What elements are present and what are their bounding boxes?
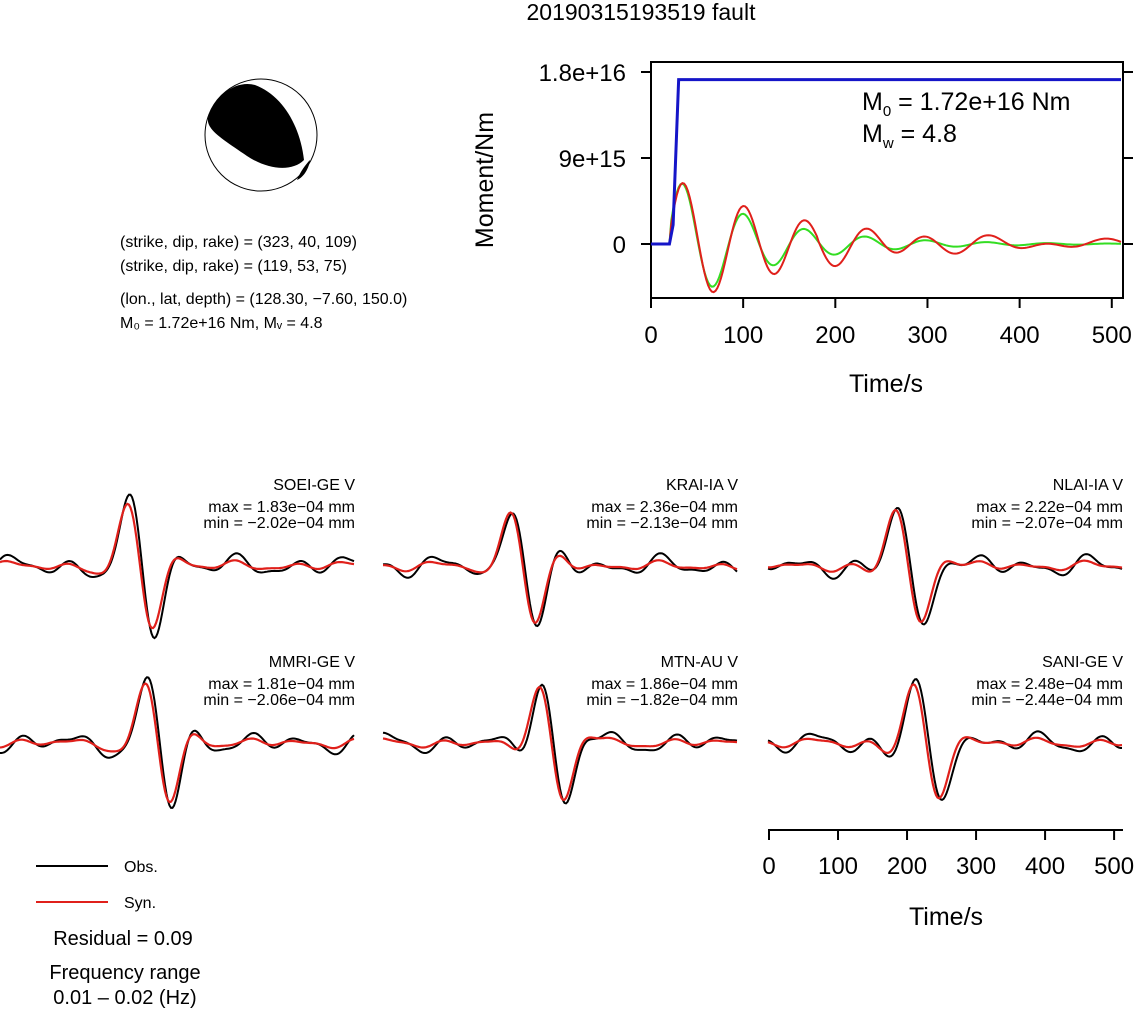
figure-title: 20190315193519 fault bbox=[527, 0, 757, 25]
station-min: min = −2.02e−04 mm bbox=[203, 515, 355, 532]
moment-xtick-label: 500 bbox=[1092, 322, 1132, 349]
moment-rate-red-line bbox=[651, 182, 1122, 294]
moment-panel: 1.8e+16 9e+15 0 0 100 200 300 400 500 Moment/Nm… bbox=[471, 60, 1133, 398]
moment-xtick-label: 400 bbox=[1000, 322, 1040, 349]
station-name: KRAI-IA V bbox=[666, 477, 738, 494]
observed-waveform bbox=[767, 506, 1123, 626]
synthetic-waveform bbox=[0, 502, 355, 630]
station-max: max = 2.48e−04 mm bbox=[976, 676, 1123, 693]
residual-text: Residual = 0.09 bbox=[53, 928, 193, 950]
waveform-xtick-label: 0 bbox=[762, 853, 775, 880]
station-name: NLAI-IA V bbox=[1053, 477, 1124, 494]
waveform-xlabel: Time/s bbox=[909, 903, 983, 931]
moment-xtick-label: 100 bbox=[723, 322, 763, 349]
beachball-compressional-quadrant bbox=[207, 83, 304, 168]
moment-x-ticks: 0 100 200 300 400 500 bbox=[644, 298, 1132, 349]
synthetic-waveform bbox=[768, 508, 1123, 624]
station-name: MTN-AU V bbox=[661, 654, 739, 671]
waveform-xtick-label: 400 bbox=[1025, 853, 1065, 880]
mw-annotation: Mw = 4.8 bbox=[862, 120, 957, 152]
cumulative-moment-line bbox=[651, 78, 1121, 246]
station-max: max = 1.83e−04 mm bbox=[208, 499, 355, 516]
station-name: SANI-GE V bbox=[1042, 654, 1123, 671]
observed-waveform bbox=[0, 676, 355, 809]
moment-magnitude-summary: M₀ = 1.72e+16 Nm, Mᵥ = 4.8 bbox=[120, 315, 323, 332]
moment-xtick-label: 300 bbox=[907, 322, 947, 349]
synthetic-waveform bbox=[767, 683, 1123, 800]
station-name: MMRI-GE V bbox=[269, 654, 356, 671]
station-min: min = −2.07e−04 mm bbox=[971, 515, 1123, 532]
station-max: max = 2.22e−04 mm bbox=[976, 499, 1123, 516]
synthetic-waveform bbox=[382, 686, 738, 801]
nodal-plane-2: (strike, dip, rake) = (119, 53, 75) bbox=[120, 258, 347, 275]
legend: Obs. Syn. Residual = 0.09 Frequency rang… bbox=[36, 859, 201, 1009]
waveform-xtick-label: 500 bbox=[1094, 853, 1134, 880]
moment-xtick-label: 200 bbox=[815, 322, 855, 349]
m0-annotation: M0 = 1.72e+16 Nm bbox=[862, 88, 1070, 120]
legend-syn-label: Syn. bbox=[124, 895, 156, 912]
nodal-plane-1: (strike, dip, rake) = (323, 40, 109) bbox=[120, 234, 357, 251]
station-min: min = −2.06e−04 mm bbox=[203, 692, 355, 709]
beachball-diagram bbox=[204, 78, 318, 192]
station-min: min = −2.44e−04 mm bbox=[971, 692, 1123, 709]
frequency-range-value: 0.01 – 0.02 (Hz) bbox=[53, 987, 196, 1009]
frequency-range-title: Frequency range bbox=[49, 962, 200, 984]
moment-xtick-label: 0 bbox=[644, 322, 657, 349]
mechanism-info: (strike, dip, rake) = (323, 40, 109) (st… bbox=[120, 234, 407, 332]
station-min: min = −2.13e−04 mm bbox=[586, 515, 738, 532]
synthetic-waveform bbox=[383, 511, 738, 624]
moment-ytick-label: 9e+15 bbox=[559, 146, 626, 173]
moment-rate-green-line bbox=[651, 182, 1122, 288]
moment-ytick-label: 1.8e+16 bbox=[539, 60, 626, 87]
station-name: SOEI-GE V bbox=[273, 477, 355, 494]
waveform-xtick-label: 200 bbox=[887, 853, 927, 880]
waveform-xtick-label: 100 bbox=[818, 853, 858, 880]
station-max: max = 1.86e−04 mm bbox=[591, 676, 738, 693]
observed-waveform bbox=[767, 678, 1122, 802]
station-min: min = −1.82e−04 mm bbox=[586, 692, 738, 709]
location-depth: (lon., lat, depth) = (128.30, −7.60, 150… bbox=[120, 291, 407, 308]
moment-ytick-label: 0 bbox=[613, 232, 626, 259]
moment-xlabel: Time/s bbox=[849, 370, 923, 398]
station-max: max = 1.81e−04 mm bbox=[208, 676, 355, 693]
synthetic-waveform bbox=[0, 682, 355, 804]
moment-ylabel: Moment/Nm bbox=[471, 112, 499, 248]
observed-waveform bbox=[382, 683, 738, 805]
waveform-time-axis: Time/s 0 100 200 300 400 500 bbox=[762, 829, 1134, 931]
moment-y-ticks: 1.8e+16 9e+15 0 bbox=[539, 60, 1133, 259]
station-max: max = 2.36e−04 mm bbox=[591, 499, 738, 516]
waveform-xtick-label: 300 bbox=[956, 853, 996, 880]
legend-obs-label: Obs. bbox=[124, 859, 158, 876]
moment-plot-frame bbox=[650, 61, 1124, 299]
